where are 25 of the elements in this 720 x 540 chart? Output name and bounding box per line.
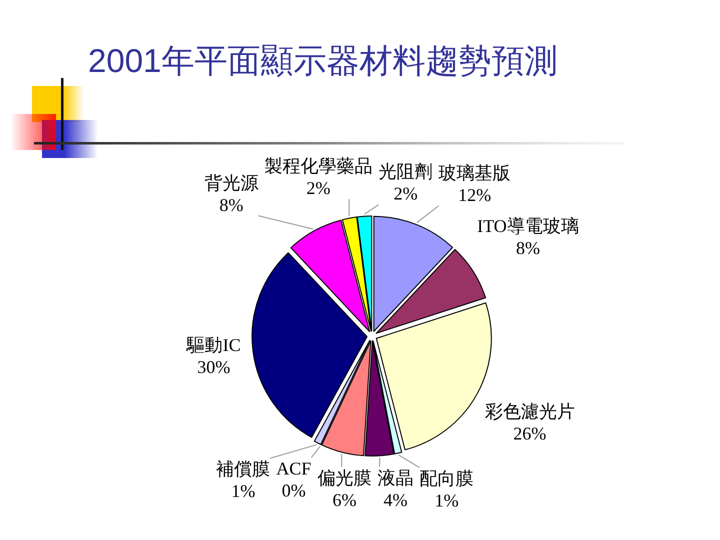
chart-title: 2001年平面顯示器材料趨勢預測 xyxy=(88,42,558,79)
data-label: 30% xyxy=(197,357,230,377)
slice-label: 配向膜 xyxy=(420,468,474,489)
slice-label: 彩色濾光片 xyxy=(484,402,575,422)
data-label: 4% xyxy=(384,490,408,510)
data-label: 1% xyxy=(231,481,256,502)
data-label: 8% xyxy=(219,194,244,215)
data-label: 2% xyxy=(394,184,418,204)
data-label: 0% xyxy=(282,480,306,501)
slice-label: 驅動IC xyxy=(186,335,241,355)
slice-label: 補償膜 xyxy=(216,459,270,480)
slice-label: 玻璃基版 xyxy=(438,162,511,183)
slice-label: 光阻劑 xyxy=(378,162,433,182)
slice-label: 液晶 xyxy=(378,468,414,488)
slice-label: ACF xyxy=(276,458,312,479)
data-label: 2% xyxy=(306,178,330,198)
slice-label: 製程化學藥品 xyxy=(264,156,372,176)
data-label: 1% xyxy=(434,490,459,511)
data-label: 26% xyxy=(513,424,546,444)
data-label: 6% xyxy=(332,490,356,510)
slice-label: ITO導電玻璃 xyxy=(477,216,579,236)
slice-label: 背光源 xyxy=(204,172,258,193)
slice-label: 偏光膜 xyxy=(318,468,372,488)
data-label: 8% xyxy=(516,238,540,258)
data-label: 12% xyxy=(458,184,492,205)
